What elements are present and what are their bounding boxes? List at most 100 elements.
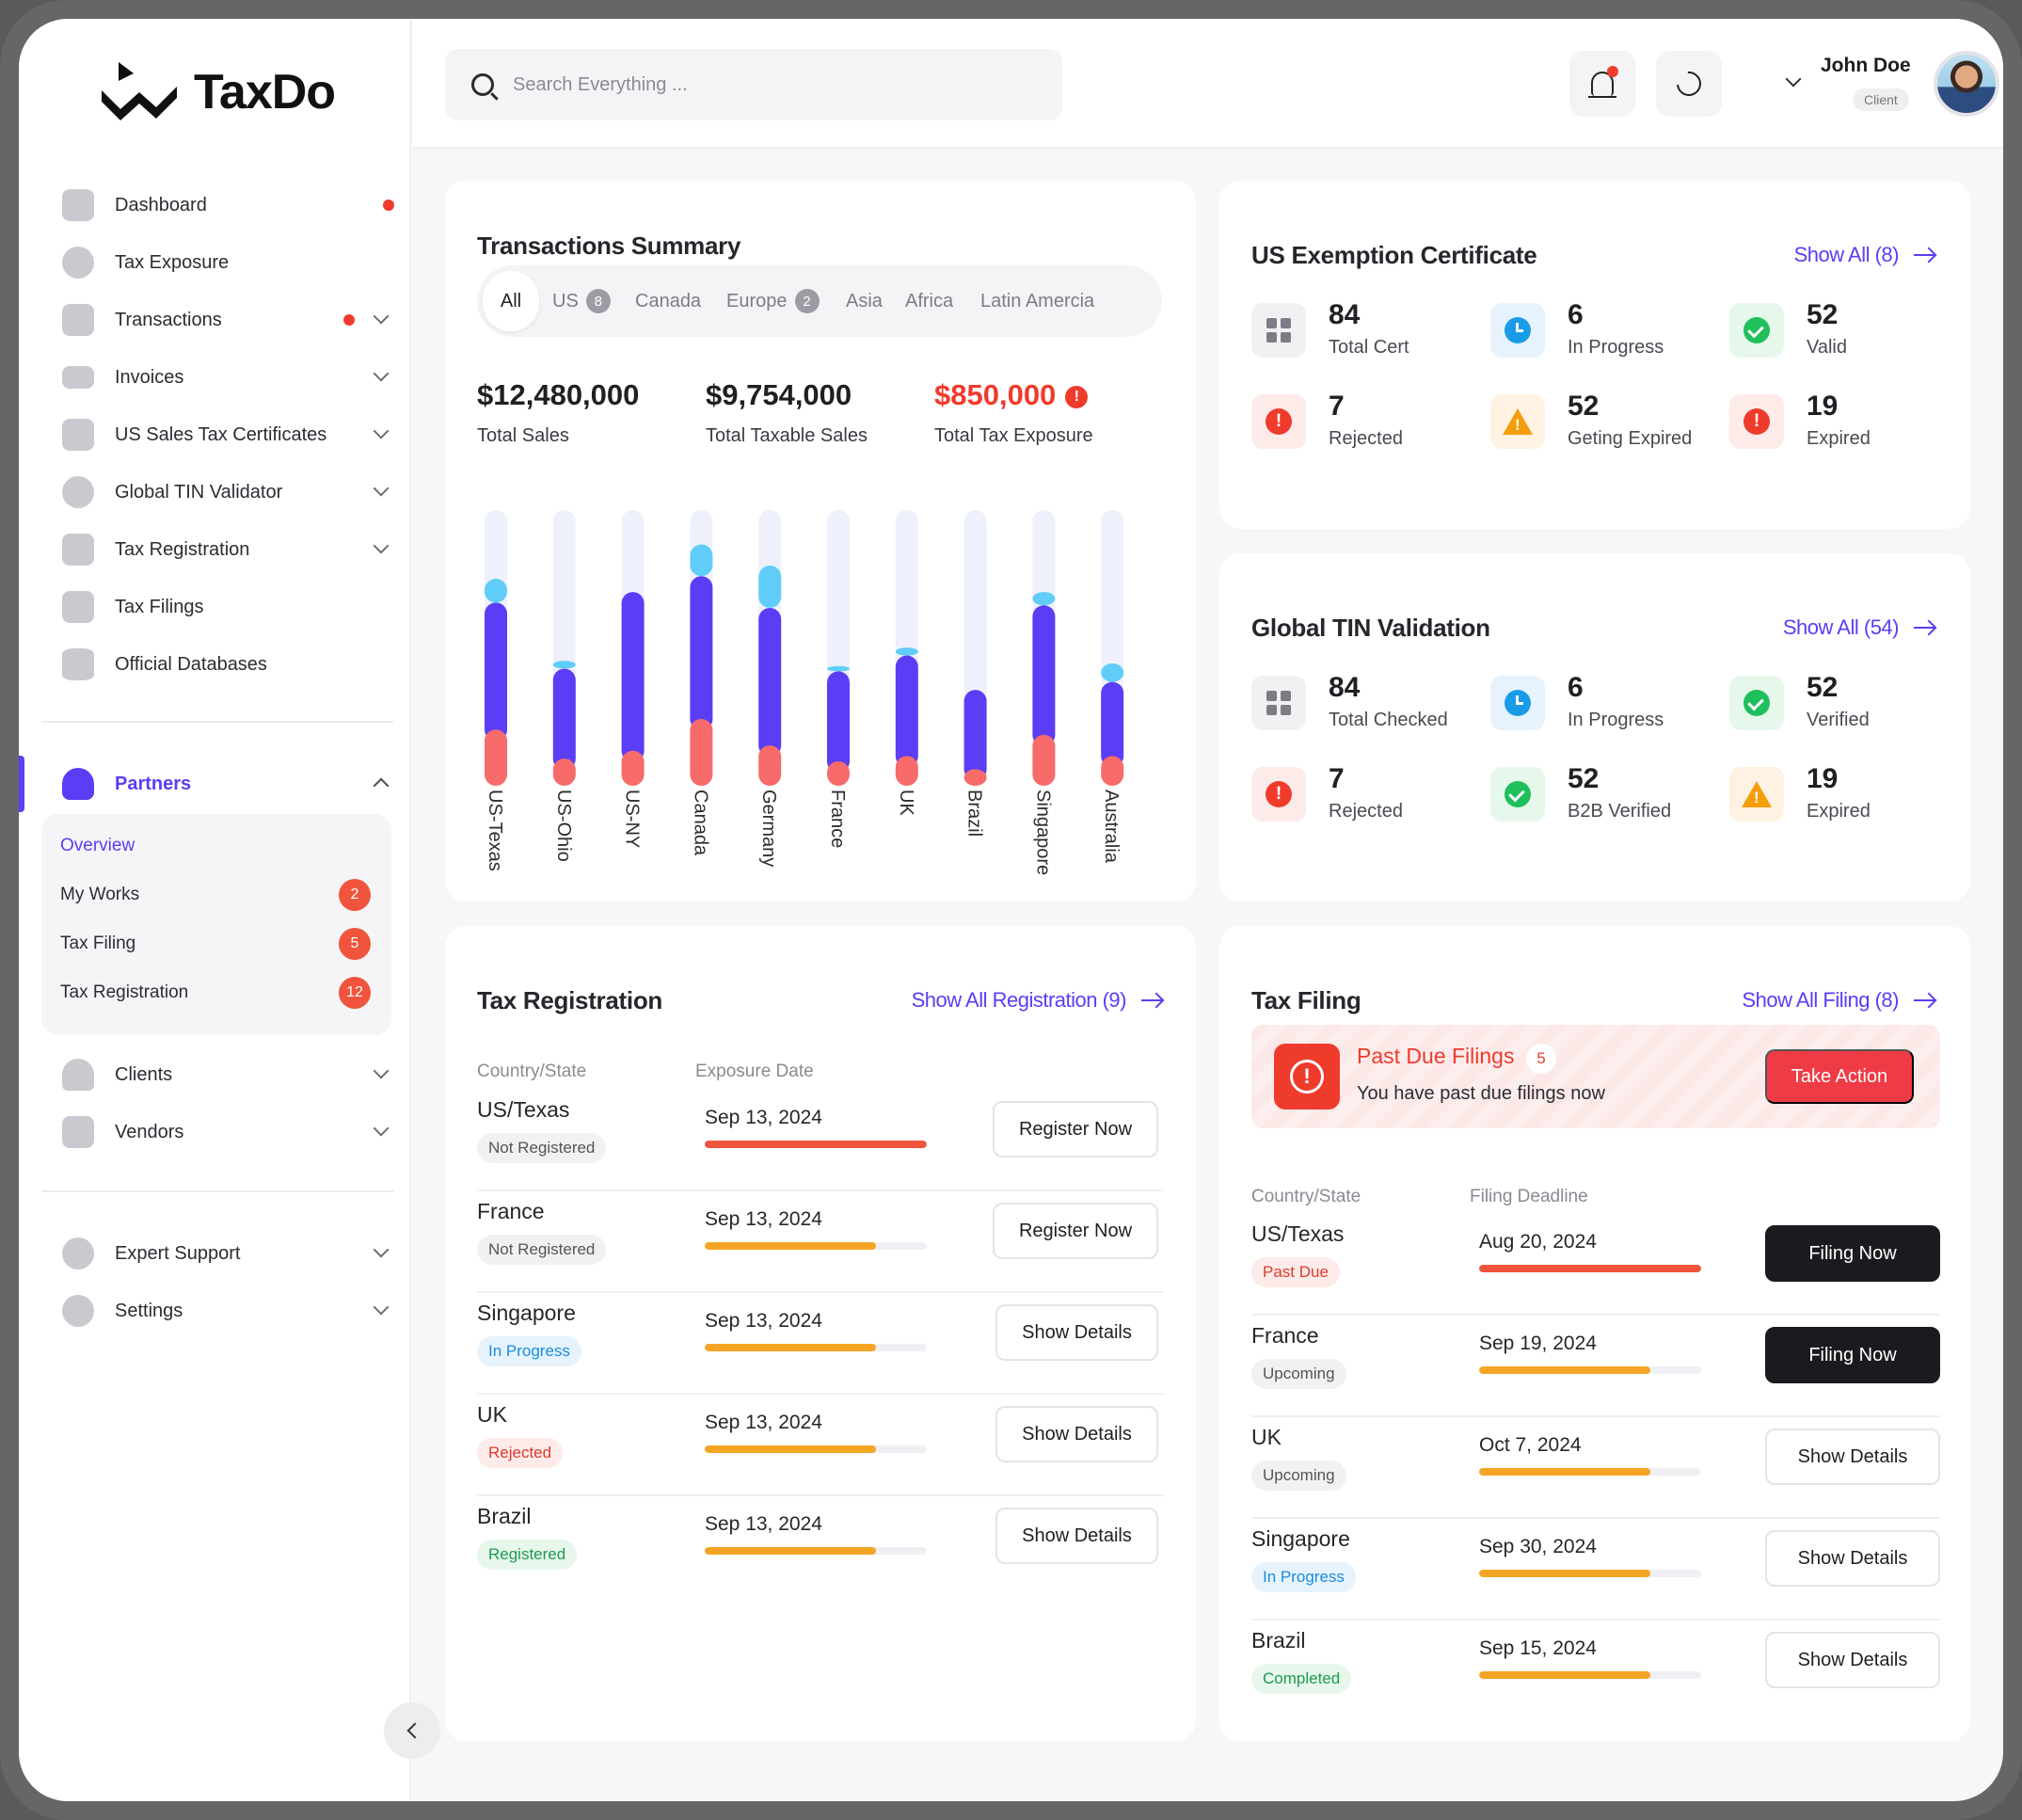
bar-segment[interactable]	[621, 592, 645, 762]
user-name[interactable]: John Doe	[1821, 55, 1911, 76]
bar-segment[interactable]	[621, 750, 645, 786]
stat-rejected[interactable]: ! 7 Rejected	[1251, 391, 1487, 458]
sidebar-item-tax-registration[interactable]: Tax Registration	[41, 523, 413, 576]
show-all-link[interactable]: Show All Filing (8)	[1742, 988, 1934, 1013]
search-input[interactable]	[513, 73, 1040, 96]
tab-asia[interactable]: Asia	[846, 265, 883, 337]
bar-segment[interactable]	[895, 647, 918, 656]
tab-latin-america[interactable]: Latin Amercia	[980, 265, 1094, 337]
take-action-button[interactable]: Take Action	[1765, 1049, 1914, 1104]
theme-toggle-button[interactable]	[1656, 51, 1722, 117]
stat-in-progress[interactable]: 6 In Progress	[1490, 672, 1726, 740]
stat-rejected[interactable]: ! 7 Rejected	[1251, 763, 1487, 831]
bar-segment[interactable]	[963, 769, 987, 786]
tab-africa[interactable]: Africa	[905, 265, 953, 337]
notifications-button[interactable]	[1569, 51, 1635, 117]
sidebar-item-dashboard[interactable]: Dashboard	[41, 179, 413, 231]
sidebar-item-clients[interactable]: Clients	[41, 1048, 413, 1101]
chevron-down-icon[interactable]	[1785, 71, 1802, 88]
stat-b2b-verified[interactable]: 52 B2B Verified	[1490, 763, 1726, 831]
bar-segment[interactable]	[552, 758, 576, 786]
bar-segment[interactable]	[963, 690, 987, 781]
logo[interactable]: TaxDo	[98, 58, 336, 126]
bar-segment[interactable]	[1032, 592, 1056, 606]
submenu-item-my-works[interactable]: My Works 2	[60, 876, 371, 914]
tab-us[interactable]: US 8	[552, 265, 611, 337]
submenu-item-tax-filing[interactable]: Tax Filing 5	[60, 925, 371, 963]
bar-segment[interactable]	[690, 718, 713, 786]
avatar[interactable]	[1934, 51, 1999, 117]
sidebar-item-tax-filings[interactable]: Tax Filings	[41, 581, 413, 633]
sidebar-item-invoices[interactable]: Invoices	[41, 351, 413, 404]
bar-segment[interactable]	[1101, 663, 1124, 682]
sidebar-item-partners[interactable]: Partners	[41, 758, 413, 810]
search-bar[interactable]	[445, 49, 1062, 120]
tab-all[interactable]: All	[483, 271, 539, 331]
sidebar-item-us-sales-tax-certificates[interactable]: US Sales Tax Certificates	[41, 408, 413, 461]
stat-expired[interactable]: ! 19 Expired	[1729, 391, 1965, 458]
chevron-down-icon[interactable]	[373, 480, 390, 497]
sidebar-item-transactions[interactable]: Transactions	[41, 294, 413, 346]
sidebar-item-expert-support[interactable]: Expert Support	[41, 1227, 413, 1280]
bar-segment[interactable]	[895, 655, 918, 768]
bar-segment[interactable]	[758, 566, 782, 608]
stat-total-cert[interactable]: 84 Total Cert	[1251, 299, 1487, 367]
deadline-progress-bar	[705, 1242, 927, 1250]
show-details-button[interactable]: Show Details	[1765, 1632, 1940, 1688]
chevron-down-icon[interactable]	[373, 1120, 390, 1137]
sidebar-item-settings[interactable]: Settings	[41, 1285, 413, 1337]
stat-geting-expired[interactable]: 52 Geting Expired	[1490, 391, 1726, 458]
chevron-down-icon[interactable]	[373, 308, 390, 325]
tab-canada[interactable]: Canada	[635, 265, 701, 337]
bar-segment[interactable]	[758, 607, 782, 758]
bar-segment[interactable]	[827, 671, 850, 773]
bar-segment[interactable]	[690, 576, 713, 730]
stat-expired[interactable]: 19 Expired	[1729, 763, 1965, 831]
bar-segment[interactable]	[552, 668, 576, 771]
bar-segment[interactable]	[690, 544, 713, 577]
bar-segment[interactable]	[485, 729, 507, 786]
bar-segment[interactable]	[895, 756, 918, 786]
show-details-button[interactable]: Show Details	[1765, 1429, 1940, 1485]
show-details-button[interactable]: Show Details	[995, 1508, 1158, 1564]
bar-segment[interactable]	[1032, 734, 1056, 786]
chevron-down-icon[interactable]	[373, 1241, 390, 1258]
bar-segment[interactable]	[552, 661, 576, 669]
collapse-sidebar-button[interactable]	[384, 1702, 440, 1759]
stat-in-progress[interactable]: 6 In Progress	[1490, 299, 1726, 367]
stat-total-checked[interactable]: 84 Total Checked	[1251, 672, 1487, 740]
show-all-link[interactable]: Show All (8)	[1794, 243, 1934, 267]
bar-segment[interactable]	[1101, 681, 1124, 768]
chevron-down-icon[interactable]	[373, 1299, 390, 1316]
chevron-up-icon[interactable]	[373, 777, 390, 794]
chevron-down-icon[interactable]	[373, 365, 390, 382]
sidebar-item-tax-exposure[interactable]: Tax Exposure	[41, 236, 413, 289]
bar-segment[interactable]	[1032, 605, 1056, 746]
stat-valid[interactable]: 52 Valid	[1729, 299, 1965, 367]
register-now-button[interactable]: Register Now	[993, 1203, 1158, 1259]
show-all-link[interactable]: Show All (54)	[1783, 615, 1934, 640]
register-now-button[interactable]: Register Now	[993, 1101, 1158, 1157]
chevron-down-icon[interactable]	[373, 1062, 390, 1079]
bar-segment[interactable]	[827, 760, 850, 786]
bar-segment[interactable]	[485, 602, 507, 742]
show-details-button[interactable]: Show Details	[995, 1304, 1158, 1361]
tab-europe[interactable]: Europe 2	[726, 265, 820, 337]
submenu-item-overview[interactable]: Overview	[60, 827, 371, 865]
bar-segment[interactable]	[485, 579, 507, 603]
show-all-link[interactable]: Show All Registration (9)	[912, 988, 1162, 1013]
stat-verified[interactable]: 52 Verified	[1729, 672, 1965, 740]
bar-segment[interactable]	[758, 745, 782, 786]
submenu-item-tax-registration[interactable]: Tax Registration 12	[60, 974, 371, 1012]
show-details-button[interactable]: Show Details	[1765, 1530, 1940, 1587]
sidebar-item-vendors[interactable]: Vendors	[41, 1106, 413, 1158]
chevron-down-icon[interactable]	[373, 423, 390, 439]
sidebar-item-official-databases[interactable]: Official Databases	[41, 638, 413, 691]
show-details-button[interactable]: Show Details	[995, 1406, 1158, 1462]
bar-segment[interactable]	[827, 665, 850, 672]
filing-now-button[interactable]: Filing Now	[1765, 1327, 1940, 1383]
bar-segment[interactable]	[1101, 756, 1124, 786]
filing-now-button[interactable]: Filing Now	[1765, 1225, 1940, 1282]
sidebar-item-global-tin-validator[interactable]: Global TIN Validator	[41, 466, 413, 519]
chevron-down-icon[interactable]	[373, 537, 390, 554]
